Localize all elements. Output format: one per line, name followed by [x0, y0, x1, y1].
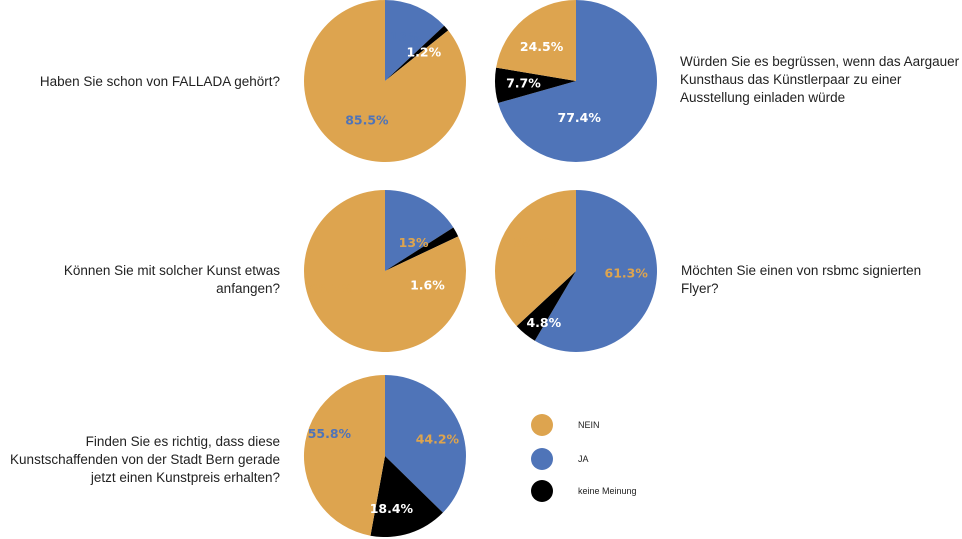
question-2-line-1: Würden Sie es begrüssen, wenn das Aargau…	[680, 54, 960, 69]
question-5-line-3: jetzt einen Kunstpreis erhalten?	[90, 470, 280, 485]
pie-1-label-keine: 1.2%	[406, 44, 441, 59]
pie-1-slice-nein	[303, 0, 466, 162]
pie-chart-4: 61.3% 4.8% 38.7%	[494, 190, 657, 352]
legend: NEIN JA keine Meinung	[531, 414, 637, 502]
pie-2-slice-ja	[498, 0, 658, 162]
pie-1-slice-ja	[385, 0, 445, 81]
question-5-line-2: Kunstschaffenden von der Stadt Bern gera…	[10, 452, 280, 467]
question-5: Finden Sie es richtig, dass diese Kunsts…	[10, 433, 280, 487]
pie-4-label-nein: 38.7%	[513, 235, 557, 250]
question-4: Möchten Sie einen von rsbmc signierten F…	[681, 263, 922, 296]
pie-4-slice-nein	[494, 190, 576, 327]
question-2-line-2: Kunsthaus das Künstlerpaar zu einer	[680, 72, 902, 87]
pie-5-label-keine: 18.4%	[370, 501, 414, 516]
legend-swatch-nein	[531, 414, 553, 436]
pie-1-slice-keine	[385, 25, 449, 81]
pie-5-label-nein: 55.8%	[308, 426, 352, 441]
pie-3-slice-keine	[385, 227, 459, 271]
pie-4-label-keine: 4.8%	[526, 315, 561, 330]
pie-3-label-nein: 66.7%	[309, 281, 353, 296]
pie-4-slice-ja	[534, 190, 657, 352]
pie-3-label-ja: 13%	[399, 235, 429, 250]
pie-2-label-keine: 7.7%	[506, 75, 541, 90]
pie-5-label-ja: 44.2%	[416, 432, 460, 447]
pie-2-slice-keine	[495, 67, 576, 104]
pie-chart-5: 44.2% 18.4% 55.8%	[303, 375, 466, 538]
pie-1-label-nein: 85.5%	[345, 112, 389, 127]
pie-2-label-nein: 24.5%	[520, 39, 564, 54]
question-1: Haben Sie schon von FALLADA gehört?	[39, 74, 280, 89]
question-2-line-3: Ausstellung einladen würde	[680, 90, 846, 105]
question-5-line-1: Finden Sie es richtig, dass diese	[85, 434, 280, 449]
question-3: Können Sie mit solcher Kunst etwas anfan…	[63, 263, 280, 296]
pie-3-slice-nein	[303, 190, 466, 352]
pie-4-slice-keine	[516, 271, 576, 341]
legend-label-nein: NEIN	[578, 420, 600, 430]
pie-5-slice-ja	[385, 375, 466, 513]
pie-3-label-keine: 1.6%	[410, 277, 445, 292]
question-2: Würden Sie es begrüssen, wenn das Aargau…	[680, 53, 959, 107]
pie-5-slice-keine	[370, 456, 443, 538]
pie-5-slice-nein	[303, 375, 385, 536]
pie-chart-3: 13% 1.6% 66.7%	[303, 190, 466, 352]
pie-2-label-ja: 77.4%	[558, 110, 602, 125]
pie-3-slice-ja	[385, 190, 454, 271]
pie-1-label-ja: 13%	[390, 29, 420, 44]
pie-4-label-ja: 61.3%	[605, 265, 649, 280]
pie-chart-2: 77.4% 7.7% 24.5%	[495, 0, 658, 162]
legend-label-keine: keine Meinung	[578, 486, 637, 496]
pie-chart-1: 13%1.2% 85.5%	[303, 0, 466, 162]
legend-label-ja: JA	[578, 454, 589, 464]
legend-swatch-keine	[531, 480, 553, 502]
pie-2-slice-nein	[496, 0, 576, 81]
legend-swatch-ja	[531, 448, 553, 470]
